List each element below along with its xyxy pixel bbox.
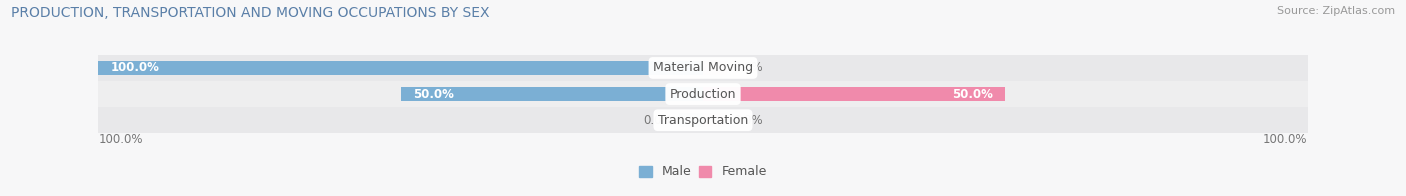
Bar	[703, 113, 727, 127]
Text: 50.0%: 50.0%	[413, 88, 454, 101]
Text: 100.0%: 100.0%	[111, 62, 159, 74]
Text: 0.0%: 0.0%	[643, 114, 672, 127]
Bar	[401, 87, 703, 101]
Bar	[98, 81, 1308, 107]
Text: PRODUCTION, TRANSPORTATION AND MOVING OCCUPATIONS BY SEX: PRODUCTION, TRANSPORTATION AND MOVING OC…	[11, 6, 489, 20]
Text: Transportation: Transportation	[658, 114, 748, 127]
Bar	[98, 107, 1308, 133]
Bar	[98, 55, 1308, 81]
Legend: Male, Female: Male, Female	[634, 161, 772, 183]
Text: Material Moving: Material Moving	[652, 62, 754, 74]
Bar	[679, 113, 703, 127]
Text: Production: Production	[669, 88, 737, 101]
Text: 100.0%: 100.0%	[1263, 133, 1308, 146]
Text: Source: ZipAtlas.com: Source: ZipAtlas.com	[1277, 6, 1395, 16]
Text: 100.0%: 100.0%	[98, 133, 143, 146]
Text: 0.0%: 0.0%	[734, 62, 763, 74]
Text: 50.0%: 50.0%	[952, 88, 993, 101]
Bar	[703, 87, 1005, 101]
Bar	[703, 61, 727, 75]
Bar	[98, 61, 703, 75]
Text: 0.0%: 0.0%	[734, 114, 763, 127]
